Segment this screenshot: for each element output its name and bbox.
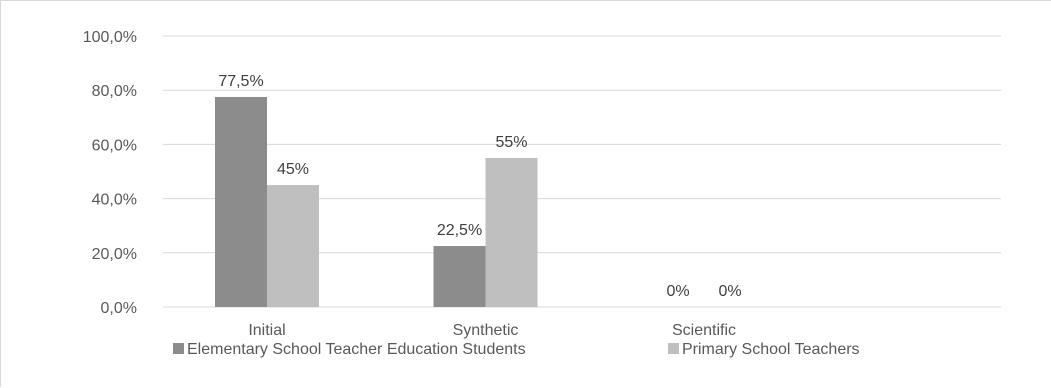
data-label-1-0: 22,5% <box>437 222 482 239</box>
x-axis-category-labels: Initial Synthetic Scientific <box>248 322 736 339</box>
data-labels: 77,5% 45% 22,5% 55% 0% 0% <box>218 73 741 300</box>
y-tick-label: 100,0% <box>83 29 137 46</box>
y-tick-label: 40,0% <box>92 192 137 209</box>
category-label-1: Synthetic <box>453 322 519 339</box>
y-axis-tick-labels: 0,0% 20,0% 40,0% 60,0% 80,0% 100,0% <box>83 29 137 317</box>
legend-swatch-0 <box>173 343 184 354</box>
bars <box>215 96 538 307</box>
data-label-2-1: 0% <box>718 283 741 300</box>
legend-label-1: Primary School Teachers <box>682 341 860 358</box>
y-tick-label: 80,0% <box>92 83 137 100</box>
category-label-2: Scientific <box>672 322 736 339</box>
y-tick-label: 60,0% <box>92 137 137 154</box>
legend-label-0: Elementary School Teacher Education Stud… <box>187 341 526 358</box>
bar-0-0 <box>215 96 267 307</box>
category-label-0: Initial <box>248 322 285 339</box>
bar-1-1 <box>485 157 538 307</box>
legend-swatch-1 <box>668 343 679 354</box>
bar-1-0 <box>433 246 486 307</box>
data-label-0-0: 77,5% <box>218 73 263 90</box>
data-label-1-1: 55% <box>495 134 527 151</box>
bar-0-1 <box>267 185 319 307</box>
data-label-2-0: 0% <box>666 283 689 300</box>
y-tick-label: 0,0% <box>101 300 137 317</box>
data-label-0-1: 45% <box>277 161 309 178</box>
y-tick-label: 20,0% <box>92 246 137 263</box>
legend: Elementary School Teacher Education Stud… <box>173 341 860 358</box>
